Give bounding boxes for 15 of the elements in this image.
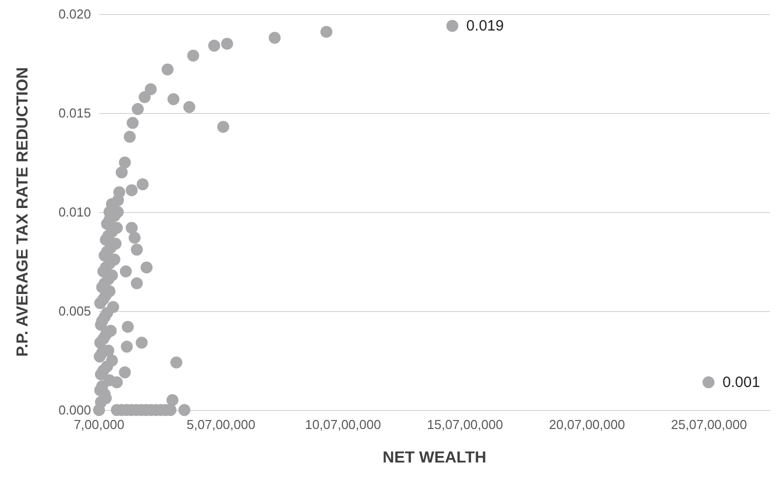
y-tick-label: 0.015 xyxy=(58,106,91,120)
y-tick-label: 0.005 xyxy=(58,304,91,318)
y-tick-label: 0.020 xyxy=(58,6,91,22)
x-tick-label: 15,07,00,000 xyxy=(427,417,503,432)
data-label: 0.001 xyxy=(722,374,760,391)
y-tick-label: 0.010 xyxy=(58,204,91,220)
x-tick-label: 20,07,00,000 xyxy=(549,417,625,432)
data-label: 0.019 xyxy=(466,17,504,34)
x-tick-label: 7,00,000 xyxy=(74,417,124,432)
x-tick-label: 5,07,00,000 xyxy=(186,417,256,432)
x-axis-title: NET WEALTH xyxy=(382,450,486,466)
x-tick-label: 25,07,00,000 xyxy=(671,417,747,432)
y-tick-label: 0.000 xyxy=(58,402,91,418)
y-axis-title: P.P. AVERAGE TAX RATE REDUCTION xyxy=(14,67,32,357)
x-tick-label: 10,07,00,000 xyxy=(305,417,381,432)
